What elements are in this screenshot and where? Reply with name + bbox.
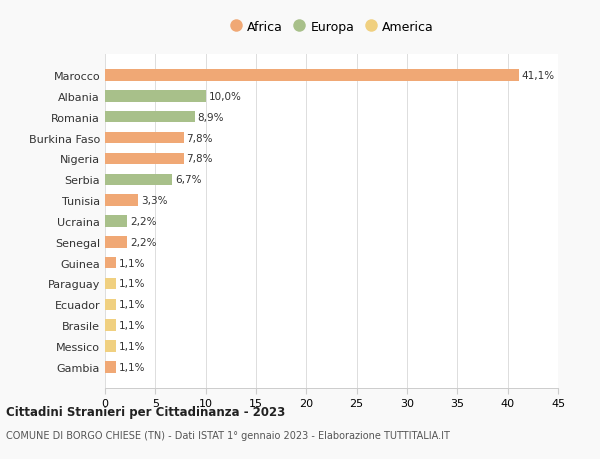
- Text: 2,2%: 2,2%: [130, 237, 157, 247]
- Legend: Africa, Europa, America: Africa, Europa, America: [230, 22, 434, 34]
- Text: 6,7%: 6,7%: [175, 175, 202, 185]
- Text: 7,8%: 7,8%: [187, 133, 213, 143]
- Bar: [105, 91, 206, 102]
- Bar: [105, 257, 116, 269]
- Bar: [105, 195, 138, 207]
- Bar: [105, 133, 184, 144]
- Bar: [105, 236, 127, 248]
- Text: 2,2%: 2,2%: [130, 217, 157, 226]
- Text: COMUNE DI BORGO CHIESE (TN) - Dati ISTAT 1° gennaio 2023 - Elaborazione TUTTITAL: COMUNE DI BORGO CHIESE (TN) - Dati ISTAT…: [6, 431, 450, 440]
- Bar: [105, 70, 519, 82]
- Text: 41,1%: 41,1%: [522, 71, 555, 81]
- Text: 10,0%: 10,0%: [209, 92, 242, 102]
- Text: 1,1%: 1,1%: [119, 320, 146, 330]
- Bar: [105, 216, 127, 227]
- Text: 1,1%: 1,1%: [119, 279, 146, 289]
- Text: 1,1%: 1,1%: [119, 341, 146, 351]
- Text: 7,8%: 7,8%: [187, 154, 213, 164]
- Text: 1,1%: 1,1%: [119, 362, 146, 372]
- Bar: [105, 299, 116, 310]
- Text: 3,3%: 3,3%: [141, 196, 168, 206]
- Text: 1,1%: 1,1%: [119, 300, 146, 310]
- Text: Cittadini Stranieri per Cittadinanza - 2023: Cittadini Stranieri per Cittadinanza - 2…: [6, 405, 285, 419]
- Bar: [105, 153, 184, 165]
- Bar: [105, 278, 116, 290]
- Bar: [105, 174, 172, 185]
- Text: 1,1%: 1,1%: [119, 258, 146, 268]
- Bar: [105, 341, 116, 352]
- Text: 8,9%: 8,9%: [197, 112, 224, 123]
- Bar: [105, 320, 116, 331]
- Bar: [105, 361, 116, 373]
- Bar: [105, 112, 194, 123]
